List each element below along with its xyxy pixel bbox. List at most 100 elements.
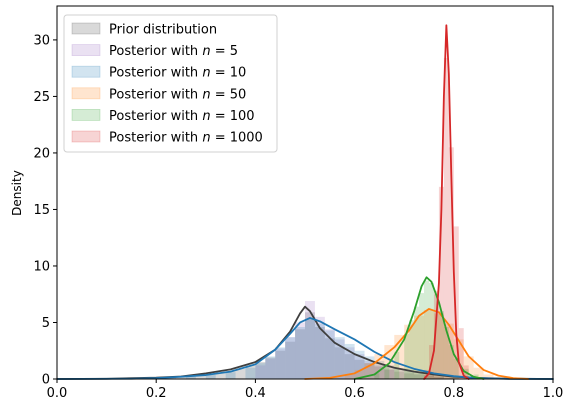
legend-label: Posterior with n = 1000 [109,131,263,146]
plot-frame [56,5,554,380]
legend-swatch [71,44,101,56]
bin-bar [414,306,420,379]
bin-bar [354,350,365,379]
bin-bar [354,369,365,379]
bin-bar [384,365,395,379]
legend-swatch [71,87,101,100]
legend-swatch [71,65,101,78]
legend-label: Prior distribution [109,23,217,38]
bin-bar [344,354,355,379]
y-axis-ticks: 0 5 10 15 20 25 30 [33,33,57,388]
bin-bar [438,311,444,379]
legend-entry: Posterior with n = 10 [71,65,246,81]
legend-entry: Posterior with n = 100 [71,109,255,124]
bin-bar [414,374,425,379]
bin-bar [384,369,395,379]
bin-bar [344,347,355,379]
bin-bar [424,310,434,379]
bin-bar [314,327,325,379]
bin-bar [275,348,286,379]
kde-line-5 [423,24,470,380]
kde-line-2 [56,317,554,380]
x-tick-label: 0.4 [245,386,266,401]
bin-bar [394,351,400,379]
bin-bar [404,373,415,379]
bin-bar [443,323,454,379]
bin-bar [374,354,385,379]
bin-bar [448,147,454,379]
kde-curves-layer [56,24,554,380]
legend-label: Posterior with n = 50 [109,87,246,102]
bin-bar [374,365,385,379]
legend-entry: Posterior with n = 5 [71,44,238,59]
bin-bar [453,358,459,379]
x-tick-label: 0.6 [344,386,365,401]
bin-bar [394,371,405,379]
bin-bar [433,376,444,379]
bin-bar [265,357,276,379]
bin-bar [364,360,375,379]
bin-bar [265,356,276,379]
bin-bar [265,358,276,379]
bin-bar [314,323,325,379]
bin-bar [354,359,365,379]
bin-bar [458,328,464,379]
y-tick-label: 20 [33,146,50,161]
bin-bar [324,329,335,379]
bin-bar [438,186,444,379]
bin-bar [463,368,469,379]
bin-bar [185,376,196,379]
bin-bar [285,337,296,379]
series-bins-1 [255,301,395,379]
bin-bar [433,313,444,379]
bin-bar [295,327,305,379]
bin-bar [394,334,405,379]
bin-bar [255,365,266,379]
bin-bar [424,280,429,379]
bin-bar [295,329,305,379]
bin-bar [384,365,390,379]
legend-entry: Prior distribution [71,22,217,38]
bin-bar [404,324,415,379]
bin-bar [324,338,335,379]
kde-line-4 [353,276,485,380]
legend-swatch [71,22,101,35]
bin-bar [344,374,355,379]
legend-label: Posterior with n = 5 [109,44,238,59]
legend-label: Posterior with n = 100 [109,109,255,124]
bin-bar [374,366,385,379]
y-tick-label: 25 [33,90,50,105]
bin-bar [404,333,410,379]
bin-bar [414,373,425,379]
bin-bar [473,367,484,379]
bin-bar [314,316,325,379]
bin-bar [195,375,206,379]
bin-bar [275,347,286,379]
bin-bar [374,373,380,379]
bin-bar [404,371,415,379]
y-tick-label: 30 [33,33,50,48]
bin-bar [205,375,216,379]
legend-entry: Posterior with n = 50 [71,87,246,102]
kde-line-3 [304,308,530,380]
bin-bar [245,365,256,379]
bin-bar [364,356,375,379]
y-tick-label: 10 [33,259,50,274]
bin-bar [453,226,459,379]
bin-bar [364,363,375,379]
bin-bar [429,282,434,379]
bin-bar [433,376,444,379]
bin-bar [344,343,355,379]
legend-entry: Posterior with n = 1000 [71,131,263,146]
x-tick-label: 1.0 [543,386,564,401]
bin-bar [463,356,474,379]
series-bins-0 [156,312,444,379]
bin-bar [235,368,246,379]
bin-bar [419,293,425,379]
kde-line-0 [56,305,554,380]
bin-bar [414,315,425,379]
legend-frame [63,14,278,153]
x-tick-label: 0.2 [146,386,167,401]
bin-bar [225,372,236,379]
